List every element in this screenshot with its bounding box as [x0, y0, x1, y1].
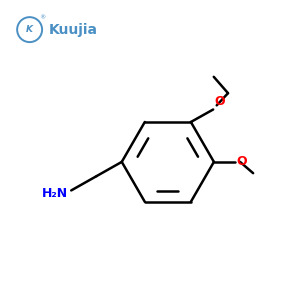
Text: K: K — [26, 25, 33, 34]
Text: H₂N: H₂N — [41, 187, 68, 200]
Text: Kuujia: Kuujia — [49, 22, 98, 37]
Text: ®: ® — [40, 16, 46, 21]
Text: O: O — [237, 155, 248, 168]
Text: O: O — [214, 95, 225, 108]
